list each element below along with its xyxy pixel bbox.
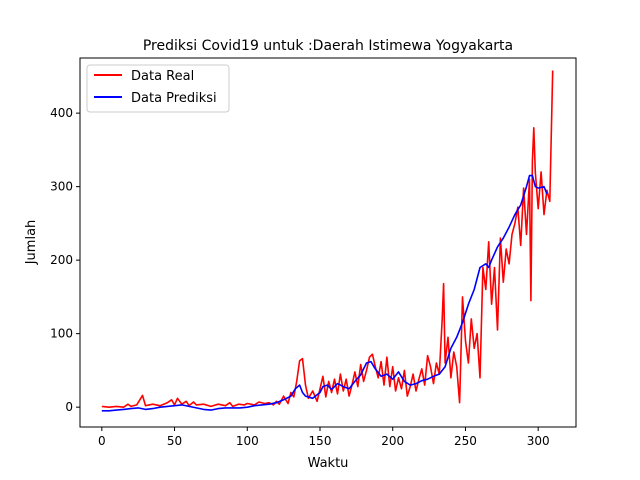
x-tick-label: 50 [167,434,182,448]
series-line-data-real [101,70,554,409]
legend-label-real: Data Real [131,69,194,84]
x-axis-label: Waktu [308,456,349,471]
y-tick-label: 100 [50,327,73,341]
y-tick-label: 200 [50,253,73,267]
y-tick-label: 400 [50,106,73,120]
x-tick-label: 200 [381,434,404,448]
chart-title: Prediksi Covid19 untuk :Daerah Istimewa … [143,38,513,54]
legend-label-prediksi: Data Prediksi [131,91,217,106]
legend-box [86,64,230,113]
x-tick-label: 150 [309,434,332,448]
x-tick-label: 0 [98,434,106,448]
y-tick-label: 300 [50,180,73,194]
x-axis: 0 50 100 150 200 250 300 [98,427,550,448]
y-axis-label: Jumlah [24,220,39,266]
x-tick-label: 250 [454,434,477,448]
x-tick-label: 100 [236,434,259,448]
plot-frame [79,57,577,428]
x-tick-label: 300 [527,434,550,448]
y-axis: 0 100 200 300 400 [50,106,80,414]
series-lines [101,70,554,412]
series-line-data-prediksi [101,174,548,412]
legend: Data Real Data Prediksi [86,64,230,113]
y-tick-label: 0 [65,400,73,414]
